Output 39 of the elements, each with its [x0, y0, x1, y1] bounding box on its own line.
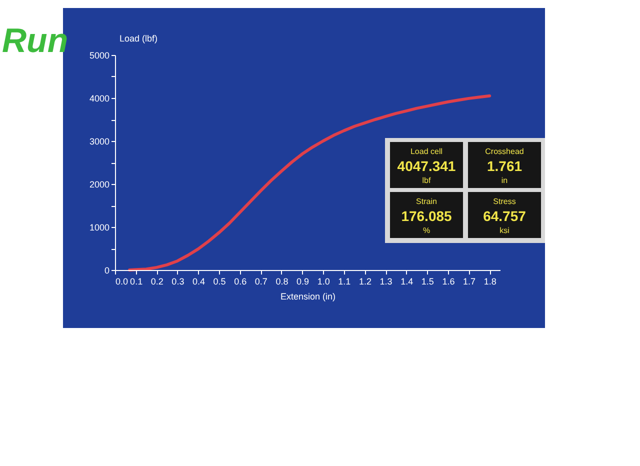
annotation: lbf: [422, 176, 432, 185]
x-tick-label: 0.8: [276, 276, 288, 286]
x-tick-label: 1.0: [317, 276, 330, 286]
text: in: [501, 176, 508, 185]
x-tick-label: 1.8: [484, 276, 496, 286]
x-tick-label: 1.3: [380, 276, 392, 286]
x-tick-label: 1.1: [338, 276, 351, 286]
x-tick-label: 0.7: [254, 276, 268, 286]
annotation: 176.085: [401, 208, 452, 224]
annotation: 64.757: [483, 208, 526, 224]
y-tick-label: 5000: [89, 50, 110, 60]
x-tick-label: 1.7: [463, 276, 476, 286]
annotation: 1.761: [486, 158, 522, 174]
annotation: Stress: [493, 197, 516, 206]
x-tick-label: 0.5: [213, 276, 226, 286]
x-tick-label: 0.3: [172, 276, 184, 286]
x-tick-label: 0.1: [130, 276, 143, 286]
x-tick-label: 1.2: [358, 276, 372, 286]
y-tick-label: 2000: [89, 180, 110, 190]
x-tick-label: 1.6: [442, 276, 455, 286]
y-tick-label: 1000: [89, 222, 110, 232]
y-tick-label: 4000: [89, 94, 110, 104]
annotation: Crosshead: [485, 147, 524, 156]
annotation: 4047.341: [397, 158, 456, 174]
x-tick-label: 0.9: [296, 276, 310, 286]
annotation: %: [422, 226, 430, 235]
annotation: ksi: [500, 226, 510, 235]
y-axis-title: Load (lbf): [120, 34, 158, 44]
x-tick-label: 1.5: [421, 276, 434, 286]
x-axis-title: Extension (in): [280, 292, 336, 302]
annotation: Load cell: [410, 147, 443, 156]
x-tick-label: 0.6: [234, 276, 247, 286]
x-tick-label: 0.4: [192, 276, 205, 286]
x-tick-label: 1.4: [400, 276, 414, 286]
y-tick-label: 3000: [89, 136, 110, 146]
x-tick-label: 0.0: [116, 276, 128, 286]
annotation: Strain: [416, 197, 437, 206]
x-tick-label: 0.2: [150, 276, 164, 286]
y-tick-label: 0: [104, 266, 110, 276]
